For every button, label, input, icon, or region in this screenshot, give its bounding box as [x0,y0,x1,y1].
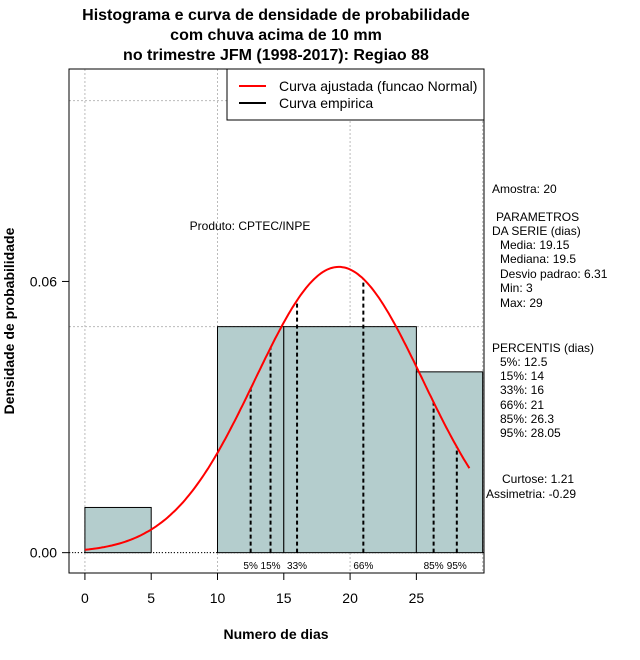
y-tick-label: 0.00 [30,545,57,561]
histogram-bar [415,371,484,554]
x-tick-label: 0 [81,590,89,606]
legend-label-empirical: Curva empirica [279,95,373,111]
stat-curtose: Curtose: 1.21 [502,472,574,486]
product-annotation: Produto: CPTEC/INPE [190,219,311,233]
stat-max: Max: 29 [500,296,543,310]
stat-param-title2: DA SERIE (dias) [492,224,581,238]
stat-p95: 95%: 28.05 [500,426,561,440]
percentile-label: 33% [287,561,307,572]
percentile-label: 5% [243,561,258,572]
stat-min: Min: 3 [500,281,533,295]
histogram-bar [283,326,417,554]
histogram-bars [84,326,484,554]
title-line-1: Histograma e curva de densidade de proba… [82,7,470,24]
normal-curve [84,265,471,551]
x-tick-label: 10 [210,590,226,606]
stat-p85: 85%: 26.3 [500,412,554,426]
percentile-label: 66% [353,561,373,572]
x-tick-label: 15 [276,590,292,606]
y-tick-label: 0.06 [30,273,57,289]
title-line-2: com chuva acima de 10 mm [170,27,382,44]
title-line-3: no trimestre JFM (1998-2017): Regiao 88 [123,47,429,64]
stat-desvio: Desvio padrao: 6.31 [500,267,608,281]
percentile-label: 85% [424,561,444,572]
stat-p15: 15%: 14 [500,369,544,383]
x-tick-label: 20 [342,590,358,606]
percentile-label: 15% [261,561,281,572]
stat-mediana: Mediana: 19.5 [500,252,576,266]
x-tick-label: 5 [147,590,155,606]
stat-param-title1: PARAMETROS [496,210,579,224]
stat-perc-title: PERCENTIS (dias) [492,341,594,355]
stat-amostra: Amostra: 20 [492,182,557,196]
stat-p66: 66%: 21 [500,398,544,412]
x-tick-label: 25 [409,590,425,606]
axes: 0 5 10 15 20 25 0.00 0.06 [30,273,425,606]
stat-media: Media: 19.15 [500,238,570,252]
legend: Curva ajustada (funcao Normal) Curva emp… [226,68,485,121]
stat-p33: 33%: 16 [500,383,544,397]
percentile-lines: 5% 15% 33% 66% 85% 95% [243,278,467,572]
legend-label-normal: Curva ajustada (funcao Normal) [279,78,477,94]
x-axis-label: Numero de dias [223,626,328,642]
y-axis-label: Densidade de probabilidade [1,227,17,414]
percentile-label: 95% [447,561,467,572]
histogram-bar [84,506,152,554]
stat-assimetria: Assimetria: -0.29 [486,487,576,501]
stats-panel: Amostra: 20 PARAMETROS DA SERIE (dias) M… [486,182,608,501]
stat-p5: 5%: 12.5 [500,355,548,369]
chart-title: Histograma e curva de densidade de proba… [82,7,470,64]
